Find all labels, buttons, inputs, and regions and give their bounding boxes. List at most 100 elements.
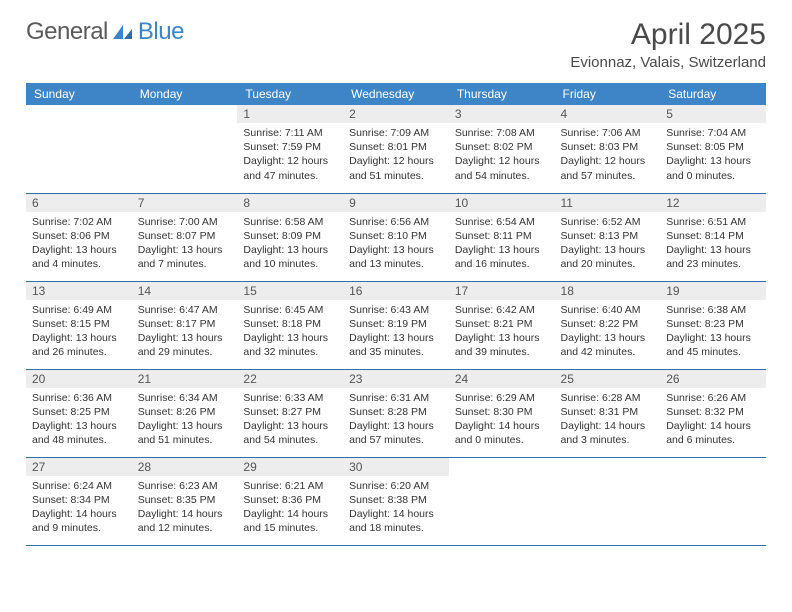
empty-cell [555, 457, 661, 545]
day-details: Sunrise: 6:47 AMSunset: 8:17 PMDaylight:… [132, 300, 238, 364]
day-cell: 21Sunrise: 6:34 AMSunset: 8:26 PMDayligh… [132, 369, 238, 457]
sunrise-line: Sunrise: 6:47 AM [138, 304, 218, 316]
day-number: 12 [660, 194, 766, 212]
day-cell: 16Sunrise: 6:43 AMSunset: 8:19 PMDayligh… [343, 281, 449, 369]
sunrise-line: Sunrise: 6:26 AM [666, 392, 746, 404]
brand-logo: General Blue [26, 18, 184, 46]
sunset-line: Sunset: 8:09 PM [243, 230, 321, 242]
sunset-line: Sunset: 8:34 PM [32, 494, 110, 506]
sunset-line: Sunset: 8:07 PM [138, 230, 216, 242]
day-cell: 25Sunrise: 6:28 AMSunset: 8:31 PMDayligh… [555, 369, 661, 457]
sunrise-line: Sunrise: 6:21 AM [243, 480, 323, 492]
sunrise-line: Sunrise: 6:40 AM [561, 304, 641, 316]
sunset-line: Sunset: 8:21 PM [455, 318, 533, 330]
daylight-line: Daylight: 13 hours and 4 minutes. [32, 244, 117, 270]
daylight-line: Daylight: 12 hours and 47 minutes. [243, 155, 328, 181]
sunset-line: Sunset: 8:11 PM [455, 230, 532, 242]
day-cell: 6Sunrise: 7:02 AMSunset: 8:06 PMDaylight… [26, 193, 132, 281]
day-cell: 17Sunrise: 6:42 AMSunset: 8:21 PMDayligh… [449, 281, 555, 369]
day-number: 7 [132, 194, 238, 212]
logo-word-1: General [26, 18, 108, 46]
day-cell: 9Sunrise: 6:56 AMSunset: 8:10 PMDaylight… [343, 193, 449, 281]
day-number: 20 [26, 370, 132, 388]
sunset-line: Sunset: 8:02 PM [455, 141, 533, 153]
sunrise-line: Sunrise: 7:11 AM [243, 127, 322, 139]
day-number: 16 [343, 282, 449, 300]
month-title: April 2025 [570, 18, 766, 52]
day-cell: 13Sunrise: 6:49 AMSunset: 8:15 PMDayligh… [26, 281, 132, 369]
day-details: Sunrise: 6:49 AMSunset: 8:15 PMDaylight:… [26, 300, 132, 364]
daylight-line: Daylight: 12 hours and 54 minutes. [455, 155, 540, 181]
day-details: Sunrise: 6:40 AMSunset: 8:22 PMDaylight:… [555, 300, 661, 364]
sunrise-line: Sunrise: 6:45 AM [243, 304, 323, 316]
day-number: 18 [555, 282, 661, 300]
sunset-line: Sunset: 8:31 PM [561, 406, 639, 418]
sunset-line: Sunset: 8:14 PM [666, 230, 744, 242]
calendar-row: 1Sunrise: 7:11 AMSunset: 7:59 PMDaylight… [26, 105, 766, 193]
sunset-line: Sunset: 8:27 PM [243, 406, 321, 418]
day-details: Sunrise: 6:28 AMSunset: 8:31 PMDaylight:… [555, 388, 661, 452]
daylight-line: Daylight: 13 hours and 39 minutes. [455, 332, 540, 358]
calendar-row: 6Sunrise: 7:02 AMSunset: 8:06 PMDaylight… [26, 193, 766, 281]
daylight-line: Daylight: 14 hours and 0 minutes. [455, 420, 540, 446]
sunrise-line: Sunrise: 6:33 AM [243, 392, 323, 404]
sunset-line: Sunset: 8:19 PM [349, 318, 427, 330]
sunset-line: Sunset: 8:05 PM [666, 141, 744, 153]
day-number: 23 [343, 370, 449, 388]
day-details: Sunrise: 6:29 AMSunset: 8:30 PMDaylight:… [449, 388, 555, 452]
day-details: Sunrise: 7:08 AMSunset: 8:02 PMDaylight:… [449, 123, 555, 187]
title-block: April 2025 Evionnaz, Valais, Switzerland [570, 18, 766, 77]
sunrise-line: Sunrise: 7:02 AM [32, 216, 112, 228]
day-number: 22 [237, 370, 343, 388]
day-details: Sunrise: 7:06 AMSunset: 8:03 PMDaylight:… [555, 123, 661, 187]
day-cell: 23Sunrise: 6:31 AMSunset: 8:28 PMDayligh… [343, 369, 449, 457]
day-cell: 11Sunrise: 6:52 AMSunset: 8:13 PMDayligh… [555, 193, 661, 281]
day-details: Sunrise: 6:21 AMSunset: 8:36 PMDaylight:… [237, 476, 343, 540]
day-number: 3 [449, 105, 555, 123]
day-details: Sunrise: 6:38 AMSunset: 8:23 PMDaylight:… [660, 300, 766, 364]
day-number: 26 [660, 370, 766, 388]
sunset-line: Sunset: 8:30 PM [455, 406, 533, 418]
sunrise-line: Sunrise: 6:56 AM [349, 216, 429, 228]
sunrise-line: Sunrise: 6:58 AM [243, 216, 323, 228]
weekday-header: Friday [555, 83, 661, 105]
sunrise-line: Sunrise: 6:31 AM [349, 392, 429, 404]
sunset-line: Sunset: 8:13 PM [561, 230, 639, 242]
day-number: 21 [132, 370, 238, 388]
day-number: 19 [660, 282, 766, 300]
sunrise-line: Sunrise: 6:23 AM [138, 480, 218, 492]
day-details: Sunrise: 6:20 AMSunset: 8:38 PMDaylight:… [343, 476, 449, 540]
day-details: Sunrise: 6:43 AMSunset: 8:19 PMDaylight:… [343, 300, 449, 364]
day-details: Sunrise: 6:23 AMSunset: 8:35 PMDaylight:… [132, 476, 238, 540]
sunset-line: Sunset: 7:59 PM [243, 141, 321, 153]
daylight-line: Daylight: 13 hours and 0 minutes. [666, 155, 751, 181]
empty-cell [660, 457, 766, 545]
sunset-line: Sunset: 8:01 PM [349, 141, 427, 153]
weekday-header: Saturday [660, 83, 766, 105]
sunrise-line: Sunrise: 7:04 AM [666, 127, 746, 139]
sunset-line: Sunset: 8:10 PM [349, 230, 427, 242]
day-details: Sunrise: 6:54 AMSunset: 8:11 PMDaylight:… [449, 212, 555, 276]
sunrise-line: Sunrise: 7:00 AM [138, 216, 218, 228]
day-number: 25 [555, 370, 661, 388]
sunset-line: Sunset: 8:18 PM [243, 318, 321, 330]
day-cell: 29Sunrise: 6:21 AMSunset: 8:36 PMDayligh… [237, 457, 343, 545]
day-number: 11 [555, 194, 661, 212]
daylight-line: Daylight: 13 hours and 57 minutes. [349, 420, 434, 446]
calendar-header: SundayMondayTuesdayWednesdayThursdayFrid… [26, 83, 766, 105]
sunset-line: Sunset: 8:17 PM [138, 318, 216, 330]
daylight-line: Daylight: 13 hours and 42 minutes. [561, 332, 646, 358]
sunset-line: Sunset: 8:15 PM [32, 318, 110, 330]
day-details: Sunrise: 6:58 AM Sunset: 8:09 PM Daylight:… [237, 212, 343, 276]
day-number: 14 [132, 282, 238, 300]
daylight-line: Daylight: 12 hours and 57 minutes. [561, 155, 646, 181]
sunset-line: Sunset: 8:38 PM [349, 494, 427, 506]
sunset-line: Sunset: 8:23 PM [666, 318, 744, 330]
logo-word-2: Blue [138, 18, 184, 46]
daylight-line: Daylight: 13 hours and 10 minutes. [243, 244, 328, 270]
day-details: Sunrise: 6:52 AMSunset: 8:13 PMDaylight:… [555, 212, 661, 276]
daylight-line: Daylight: 13 hours and 7 minutes. [138, 244, 223, 270]
daylight-line: Daylight: 13 hours and 45 minutes. [666, 332, 751, 358]
sunrise-line: Sunrise: 6:36 AM [32, 392, 112, 404]
day-details: Sunrise: 6:36 AMSunset: 8:25 PMDaylight:… [26, 388, 132, 452]
